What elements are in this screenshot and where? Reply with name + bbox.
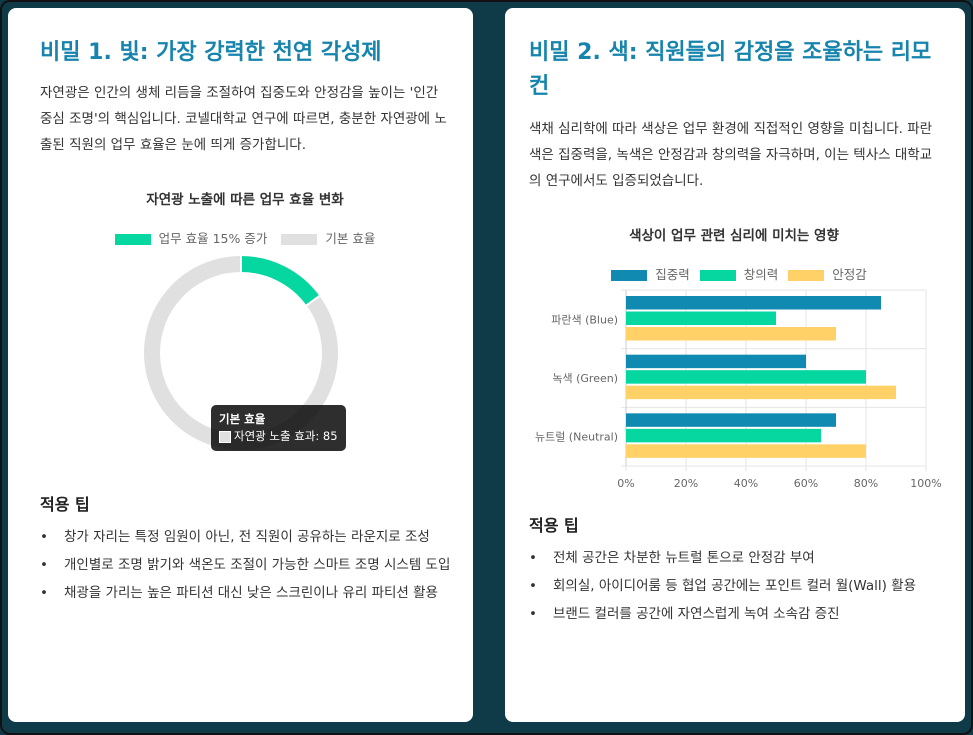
card-paragraph: 자연광은 인간의 생체 리듬을 조절하여 집중도와 안정감을 높이는 '인간 중… [40, 85, 447, 153]
tip-item: • 채광을 가리는 높은 파티션 대신 낮은 스크린이나 유리 파티션 활용 [40, 585, 438, 601]
card-color: 비밀 2. 색: 직원들의 감정을 조율하는 리모컨 색채 심리학에 따라 색상… [505, 8, 965, 722]
bar[interactable] [626, 413, 836, 427]
y-tick-label: 녹색 (Green) [552, 372, 618, 385]
x-tick-label: 100% [910, 477, 941, 490]
legend-swatch [788, 270, 825, 281]
chart-tooltip: 기본 효율 자연광 노출 효과: 85 [211, 405, 346, 451]
chart-title: 자연광 노출에 따른 업무 효율 변화 [146, 192, 344, 208]
legend-swatch [281, 234, 318, 245]
legend-item[interactable]: 안정감 [788, 264, 867, 283]
chart-title: 색상이 업무 관련 심리에 미치는 영향 [629, 228, 839, 244]
legend-swatch [699, 270, 736, 281]
tip-item: • 전체 공간은 차분한 뉴트럴 톤으로 안정감 부여 [529, 550, 815, 566]
tips-heading: 적용 팁 [40, 495, 90, 514]
legend-label: 안정감 [832, 267, 867, 282]
tip-text: 창가 자리는 특정 임원이 아닌, 전 직원이 공유하는 라운지로 조성 [64, 529, 430, 545]
tip-text: 회의실, 아이디어룸 등 협업 공간에는 포인트 컬러 월(Wall) 활용 [553, 578, 917, 594]
x-tick-label: 0% [617, 477, 634, 490]
x-tick-label: 60% [794, 477, 818, 490]
legend-label: 기본 효율 [325, 231, 376, 246]
legend-swatch [611, 270, 648, 281]
bar[interactable] [626, 327, 836, 341]
bar[interactable] [626, 354, 806, 369]
donut-chart-area: 기본 효율 자연광 노출 효과: 85 [40, 253, 450, 465]
legend-item[interactable]: 기본 효율 [281, 228, 375, 247]
card-paragraph: 색채 심리학에 따라 색상은 업무 환경에 직접적인 영향을 미칩니다. 파란색… [529, 121, 933, 189]
tip-item: • 창가 자리는 특정 임원이 아닌, 전 직원이 공유하는 라운지로 조성 [40, 529, 430, 545]
x-tick-label: 80% [854, 477, 878, 490]
tips-heading: 적용 팁 [529, 516, 579, 535]
bar[interactable] [626, 296, 881, 310]
tip-text: 채광을 가리는 높은 파티션 대신 낮은 스크린이나 유리 파티션 활용 [64, 585, 438, 601]
chart-legend: 업무 효율 15% 증가 기본 효율 [40, 228, 450, 247]
bar[interactable] [626, 428, 821, 443]
donut-slice[interactable] [240, 253, 322, 308]
legend-item[interactable]: 창의력 [699, 264, 779, 283]
legend-label: 업무 효율 15% 증가 [158, 231, 268, 246]
bar[interactable] [626, 444, 866, 458]
card-title: 비밀 2. 색: 직원들의 감정을 조율하는 리모컨 [529, 40, 932, 99]
bar[interactable] [626, 385, 896, 400]
card-light: 비밀 1. 빛: 가장 강력한 천연 각성제 자연광은 인간의 생체 리듬을 조… [8, 8, 473, 722]
tooltip-swatch [219, 430, 231, 443]
card-title: 비밀 1. 빛: 가장 강력한 천연 각성제 [40, 40, 382, 65]
tip-item: • 회의실, 아이디어룸 등 협업 공간에는 포인트 컬러 월(Wall) 활용 [529, 578, 917, 594]
tooltip-title: 기본 효율 [219, 412, 266, 426]
legend-swatch [114, 234, 151, 245]
legend-label: 창의력 [743, 267, 779, 282]
tip-item: • 브랜드 컬러를 공간에 자연스럽게 녹여 소속감 증진 [529, 606, 840, 622]
legend-item[interactable]: 집중력 [611, 264, 690, 283]
bar[interactable] [626, 370, 866, 384]
bar-chart: 0% 20% 40% 60% 80% 100% 파란색 (Blue) 녹색 (Green) 뉴트… [535, 289, 942, 490]
y-tick-label: 파란색 (Blue) [551, 313, 618, 326]
tip-item: • 개인별로 조명 밝기와 색온도 조절이 가능한 스마트 조명 시스템 도입 [40, 557, 451, 573]
tip-text: 전체 공간은 차분한 뉴트럴 톤으로 안정감 부여 [553, 550, 815, 566]
chart-legend: 집중력 창의력 안정감 [529, 264, 949, 283]
tip-text: 브랜드 컬러를 공간에 자연스럽게 녹여 소속감 증진 [553, 606, 840, 622]
legend-item[interactable]: 업무 효율 15% 증가 [114, 228, 268, 247]
tooltip-label: 자연광 노출 효과: 85 [234, 429, 338, 443]
y-tick-label: 뉴트럴 (Neutral) [535, 431, 618, 444]
tips-list: • 창가 자리는 특정 임원이 아닌, 전 직원이 공유하는 라운지로 조성 • 개… [40, 525, 455, 605]
x-tick-label: 20% [674, 477, 698, 490]
tip-text: 개인별로 조명 밝기와 색온도 조절이 가능한 스마트 조명 시스템 도입 [64, 557, 451, 573]
legend-label: 집중력 [655, 267, 690, 282]
x-tick-label: 40% [734, 477, 758, 490]
tips-list: • 전체 공간은 차분한 뉴트럴 톤으로 안정감 부여 • 회의실, 아이디어룸 등… [529, 546, 949, 626]
bar[interactable] [626, 311, 776, 326]
